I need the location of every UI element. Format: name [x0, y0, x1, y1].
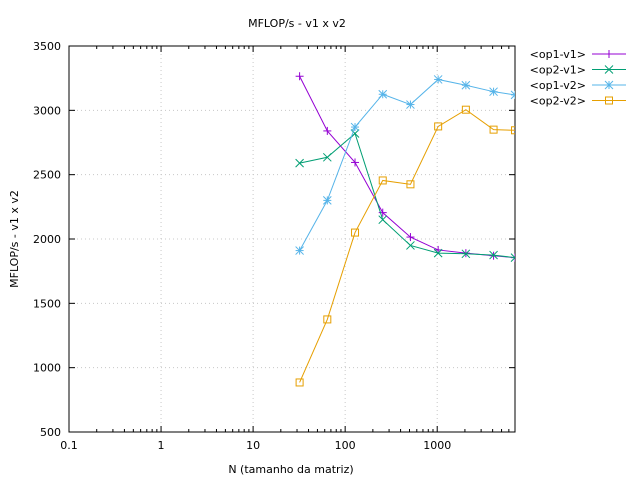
- series-line: [299, 132, 515, 259]
- data-point: [295, 158, 304, 168]
- chart-title: MFLOP/s - v1 x v2: [248, 17, 346, 30]
- data-point: [489, 87, 498, 97]
- data-point: [510, 253, 515, 263]
- x-tick-label: 10: [246, 439, 260, 452]
- legend-marker: [604, 80, 614, 90]
- legend-marker: [605, 96, 613, 105]
- data-point: [406, 241, 415, 250]
- y-tick-label: 2500: [33, 169, 61, 182]
- data-point: [295, 72, 304, 81]
- x-tick-label: 100: [335, 439, 356, 452]
- series-line: [299, 109, 515, 383]
- data-point: [433, 248, 443, 258]
- data-point: [323, 126, 332, 135]
- y-axis-label: MFLOP/s - v1 x v2: [8, 190, 21, 288]
- data-point: [489, 125, 498, 134]
- data-point: [378, 215, 388, 225]
- x-tick-label: 1000: [423, 439, 451, 452]
- data-point: [461, 249, 471, 259]
- data-point: [510, 90, 515, 100]
- y-tick-label: 3000: [33, 104, 61, 117]
- data-point: [351, 228, 360, 237]
- y-tick-label: 3500: [33, 40, 61, 53]
- series-1: [295, 129, 515, 263]
- y-tick-label: 1500: [33, 297, 61, 310]
- data-point: [461, 105, 470, 114]
- legend-marker: [605, 50, 613, 58]
- y-tick-label: 1000: [33, 362, 61, 375]
- plot-frame: [68, 45, 516, 433]
- data-point: [351, 158, 360, 167]
- legend-label: <op2-v2>: [530, 95, 586, 108]
- data-point: [511, 126, 515, 135]
- x-tick-label: 1: [158, 439, 165, 452]
- x-axis-label: N (tamanho da matriz): [228, 463, 353, 476]
- legend-item: <op2-v1>: [530, 64, 626, 77]
- data-point: [295, 378, 304, 387]
- legend-label: <op1-v1>: [530, 48, 586, 61]
- legend-label: <op1-v2>: [530, 79, 586, 92]
- data-point: [378, 89, 388, 99]
- data-point: [461, 80, 471, 90]
- series-2: [295, 75, 515, 255]
- legend-item: <op2-v2>: [530, 95, 626, 108]
- axes: 0.1 1 10 100 1000 500 1000 1500 2000 2500 3000 3500: [33, 40, 516, 452]
- data-point: [406, 180, 415, 189]
- legend-label: <op2-v1>: [530, 64, 586, 77]
- legend: <op1-v1> <op2-v1> <op1-v2> <op2-v2>: [530, 48, 626, 108]
- data-point: [322, 196, 332, 205]
- y-tick-label: 500: [40, 426, 61, 439]
- series-line: [299, 78, 515, 251]
- legend-item: <op1-v1>: [530, 48, 626, 61]
- legend-marker: [604, 65, 614, 74]
- data-point: [350, 122, 360, 132]
- data-point: [489, 250, 498, 260]
- y-tick-label: 2000: [33, 233, 61, 246]
- data-point: [350, 129, 360, 138]
- series-0: [295, 72, 515, 262]
- data-point: [434, 122, 443, 131]
- series-3: [295, 105, 515, 387]
- data-point: [295, 246, 304, 255]
- data-point: [406, 233, 415, 242]
- data-point: [378, 176, 387, 185]
- data-point: [433, 75, 443, 84]
- data-point: [322, 152, 332, 162]
- legend-item: <op1-v2>: [530, 79, 626, 92]
- x-tick-label: 0.1: [60, 439, 78, 452]
- series-group: [295, 72, 515, 387]
- grid: [69, 46, 515, 432]
- data-point: [406, 100, 415, 109]
- data-point: [323, 315, 332, 324]
